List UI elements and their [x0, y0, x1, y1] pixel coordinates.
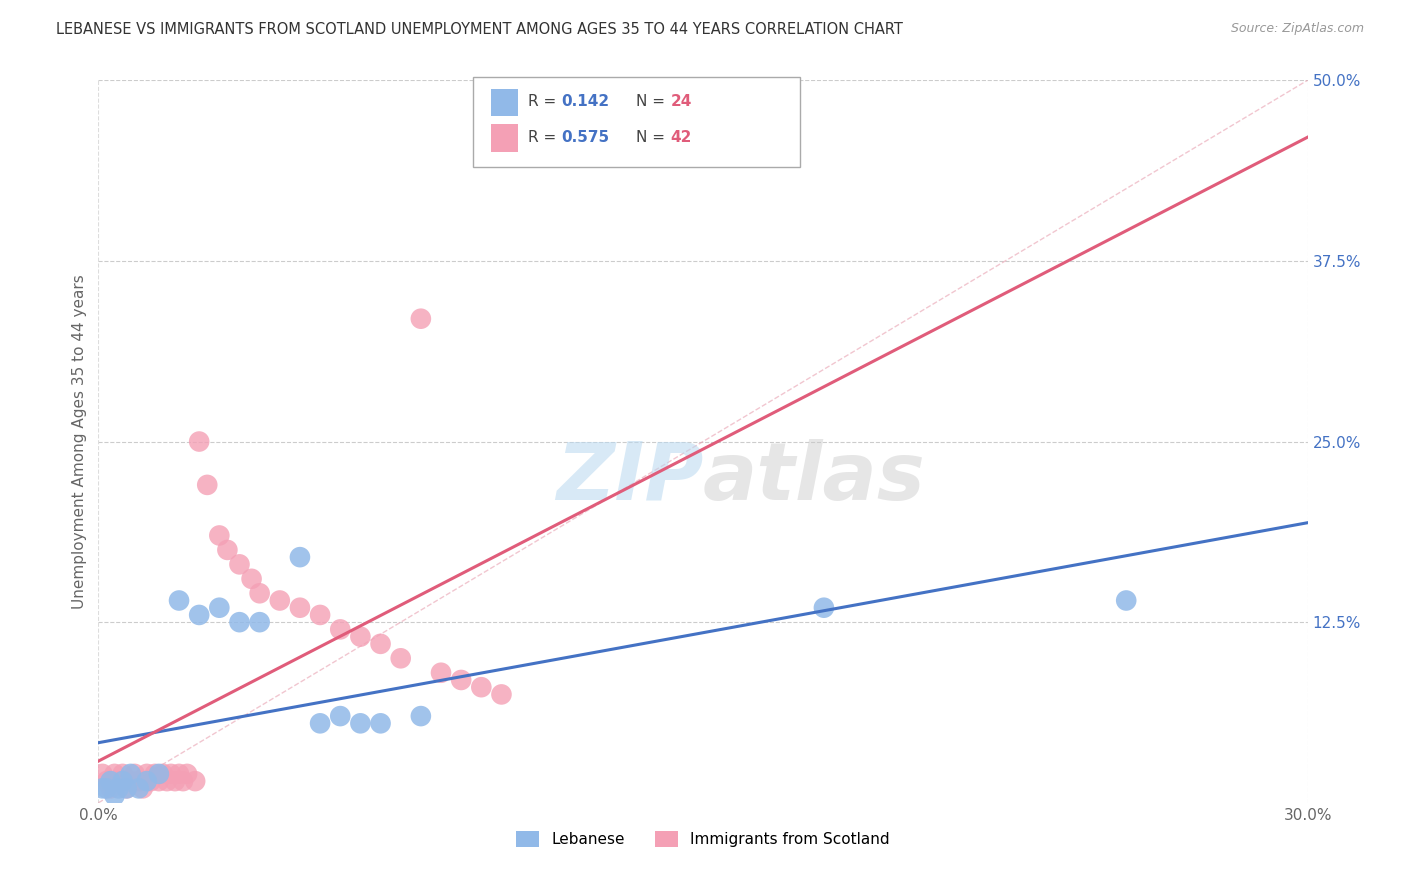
Point — [156, 774, 179, 789]
Text: LEBANESE VS IMMIGRANTS FROM SCOTLAND UNEMPLOYMENT AMONG AGES 35 TO 44 YEARS CORR: LEBANESE VS IMMIGRANTS FROM SCOTLAND UNE… — [56, 22, 903, 37]
Text: Source: ZipAtlas.com: Source: ZipAtlas.com — [1230, 22, 1364, 36]
FancyBboxPatch shape — [492, 124, 517, 152]
Point — [120, 774, 142, 789]
Point — [167, 767, 190, 781]
Point — [132, 781, 155, 796]
Text: 0.142: 0.142 — [561, 94, 610, 109]
Point — [288, 550, 311, 565]
Point — [139, 774, 162, 789]
Point — [228, 558, 250, 572]
Point — [217, 542, 239, 557]
Point — [91, 781, 114, 796]
Point — [107, 774, 129, 789]
Point — [249, 615, 271, 630]
Point — [148, 774, 170, 789]
Point — [167, 593, 190, 607]
Point — [188, 434, 211, 449]
Point — [195, 478, 218, 492]
Point — [228, 615, 250, 630]
FancyBboxPatch shape — [492, 89, 517, 117]
Point — [349, 716, 371, 731]
Legend: Lebanese, Immigrants from Scotland: Lebanese, Immigrants from Scotland — [510, 825, 896, 853]
Point — [470, 680, 492, 694]
Point — [208, 600, 231, 615]
Point — [135, 767, 157, 781]
Point — [430, 665, 453, 680]
Text: R =: R = — [527, 94, 561, 109]
Point — [103, 767, 125, 781]
Text: ZIP: ZIP — [555, 439, 703, 516]
Point — [107, 781, 129, 796]
Point — [135, 774, 157, 789]
Text: 24: 24 — [671, 94, 692, 109]
Text: 0.575: 0.575 — [561, 130, 610, 145]
Point — [249, 586, 271, 600]
Point — [143, 767, 166, 781]
Point — [163, 774, 186, 789]
FancyBboxPatch shape — [474, 77, 800, 167]
Point — [115, 781, 138, 796]
Text: N =: N = — [637, 130, 671, 145]
Point — [370, 716, 392, 731]
Point — [115, 781, 138, 796]
Text: 42: 42 — [671, 130, 692, 145]
Point — [100, 774, 122, 789]
Y-axis label: Unemployment Among Ages 35 to 44 years: Unemployment Among Ages 35 to 44 years — [72, 274, 87, 609]
Point — [96, 781, 118, 796]
Point — [370, 637, 392, 651]
Point — [184, 774, 207, 789]
Point — [309, 607, 332, 622]
Point — [160, 767, 183, 781]
Point — [91, 767, 114, 781]
Point — [309, 716, 332, 731]
Point — [152, 767, 174, 781]
Point — [208, 528, 231, 542]
Point — [128, 781, 150, 796]
Point — [124, 767, 146, 781]
Point — [120, 767, 142, 781]
Point — [188, 607, 211, 622]
Point — [813, 600, 835, 615]
Point — [176, 767, 198, 781]
Point — [329, 709, 352, 723]
Point — [288, 600, 311, 615]
Point — [1115, 593, 1137, 607]
Text: N =: N = — [637, 94, 671, 109]
Point — [111, 767, 134, 781]
Point — [409, 709, 432, 723]
Point — [128, 774, 150, 789]
Text: R =: R = — [527, 130, 561, 145]
Point — [450, 673, 472, 687]
Point — [103, 789, 125, 803]
Point — [349, 630, 371, 644]
Point — [100, 781, 122, 796]
Point — [389, 651, 412, 665]
Text: atlas: atlas — [703, 439, 925, 516]
Point — [148, 767, 170, 781]
Point — [329, 623, 352, 637]
Point — [269, 593, 291, 607]
Point — [409, 311, 432, 326]
Point — [240, 572, 263, 586]
Point — [172, 774, 194, 789]
Point — [111, 774, 134, 789]
Point — [96, 774, 118, 789]
Point — [491, 687, 513, 701]
